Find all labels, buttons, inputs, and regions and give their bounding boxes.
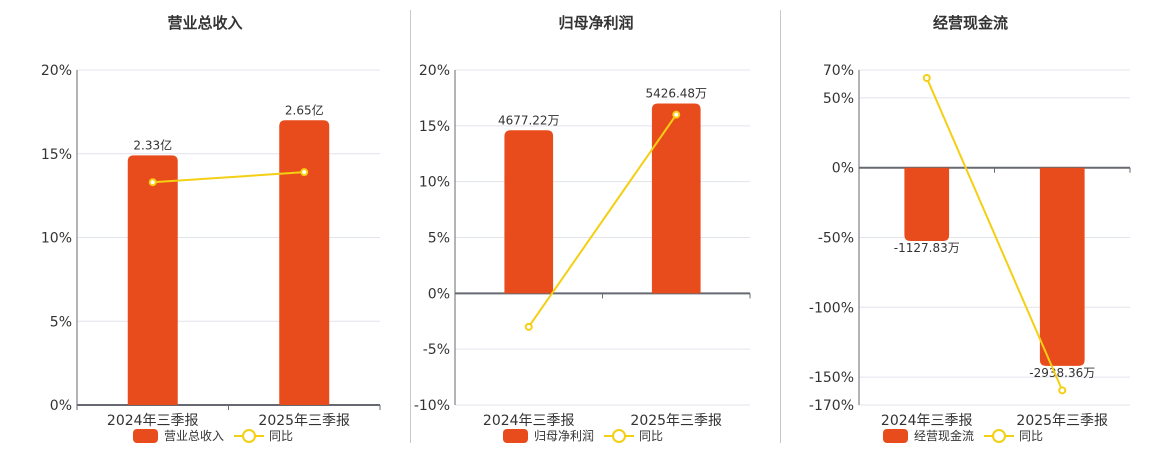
- y-tick-label: 20%: [419, 63, 450, 79]
- y-tick-label: 70%: [823, 63, 854, 79]
- bar: [279, 120, 330, 405]
- line-legend-label[interactable]: 同比: [269, 429, 294, 443]
- y-tick-label: 0%: [832, 161, 854, 177]
- chart-panel-operating-cash-flow: 经营现金流 70% 50% 0% -50% -100% -150% -170% -1127.8…: [781, 0, 1160, 450]
- x-category-label: 2024年三季报: [881, 413, 973, 429]
- yoy-point: [300, 168, 309, 177]
- bar-value-label: -1127.83万: [894, 241, 960, 255]
- panel-divider: [410, 10, 411, 443]
- panel-divider: [780, 10, 781, 443]
- bar-legend-swatch[interactable]: [133, 428, 158, 443]
- yoy-point: [922, 73, 931, 82]
- x-category-label: 2024年三季报: [483, 413, 575, 429]
- x-category-label: 2024年三季报: [107, 413, 199, 429]
- chart-panel-net-profit: 归母净利润 20% 15% 10% 5% 0% -5% -10% 4677.22万 2024年三…: [411, 0, 781, 450]
- y-tick-label: 15%: [419, 119, 450, 135]
- chart-svg: 70% 50% 0% -50% -100% -150% -170% -1127.83万 2024…: [809, 63, 1131, 429]
- yoy-line: [527, 114, 678, 328]
- yoy-point: [672, 110, 681, 119]
- yoy-line: [925, 77, 1064, 391]
- y-tick-label: 5%: [428, 231, 450, 247]
- bar-legend-label[interactable]: 营业总收入: [164, 429, 225, 443]
- y-tick-label: 5%: [50, 314, 72, 330]
- yoy-point: [524, 322, 533, 331]
- line-legend-icon[interactable]: [604, 428, 635, 443]
- y-tick-label: 0%: [428, 286, 450, 302]
- y-tick-label: -170%: [809, 398, 854, 414]
- bar: [504, 130, 554, 294]
- bar-legend-label[interactable]: 归母净利润: [534, 429, 595, 443]
- y-tick-label: 20%: [41, 63, 72, 79]
- y-tick-label: 10%: [41, 231, 72, 247]
- chart-panel-revenue: 营业总收入 20% 15% 10% 5% 0% 2.33亿 2024年三季报 2.65亿 202…: [0, 0, 410, 450]
- bar-value-label: -2938.36万: [1029, 366, 1095, 380]
- y-tick-label: -50%: [818, 231, 854, 247]
- line-legend-label[interactable]: 同比: [1019, 429, 1044, 443]
- y-tick-label: 50%: [823, 91, 854, 107]
- chart-svg: 20% 15% 10% 5% 0% 2.33亿 2024年三季报 2.65亿 2025年三季报: [41, 63, 381, 429]
- chart-title: 经营现金流: [932, 14, 1008, 32]
- yoy-point: [148, 178, 157, 187]
- y-tick-label: -10%: [414, 398, 450, 414]
- chart-legend: 营业总收入 同比: [133, 427, 293, 444]
- bar: [1039, 167, 1085, 366]
- line-legend-icon[interactable]: [234, 428, 265, 443]
- y-tick-label: 10%: [419, 175, 450, 191]
- y-tick-label: -150%: [809, 370, 854, 386]
- yoy-point: [1058, 386, 1067, 395]
- y-tick-label: -100%: [809, 300, 854, 316]
- chart-legend: 经营现金流 同比: [883, 427, 1043, 444]
- chart-legend: 归母净利润 同比: [503, 427, 663, 444]
- chart-svg: 20% 15% 10% 5% 0% -5% -10% 4677.22万 2024年三季报 5426…: [414, 63, 751, 429]
- bar-legend-swatch[interactable]: [883, 428, 908, 443]
- x-category-label: 2025年三季报: [1016, 413, 1108, 429]
- bar-value-label: 2.33亿: [133, 137, 172, 152]
- x-category-label: 2025年三季报: [630, 413, 722, 429]
- y-tick-label: 15%: [41, 147, 72, 163]
- yoy-line: [152, 171, 305, 184]
- bar-value-label: 2.65亿: [285, 102, 324, 117]
- bar-legend-swatch[interactable]: [503, 428, 528, 443]
- bar-value-label: 5426.48万: [645, 87, 707, 101]
- line-legend-label[interactable]: 同比: [639, 429, 664, 443]
- line-legend-icon[interactable]: [984, 428, 1015, 443]
- bar: [127, 155, 178, 405]
- y-tick-label: -5%: [423, 342, 450, 358]
- y-tick-label: 0%: [50, 398, 72, 414]
- bar-value-label: 4677.22万: [498, 113, 560, 127]
- x-category-label: 2025年三季报: [258, 413, 350, 429]
- chart-title: 归母净利润: [558, 14, 634, 32]
- bar-legend-label[interactable]: 经营现金流: [914, 429, 975, 443]
- bar: [904, 167, 950, 241]
- chart-title: 营业总收入: [167, 14, 243, 32]
- bar: [651, 103, 701, 294]
